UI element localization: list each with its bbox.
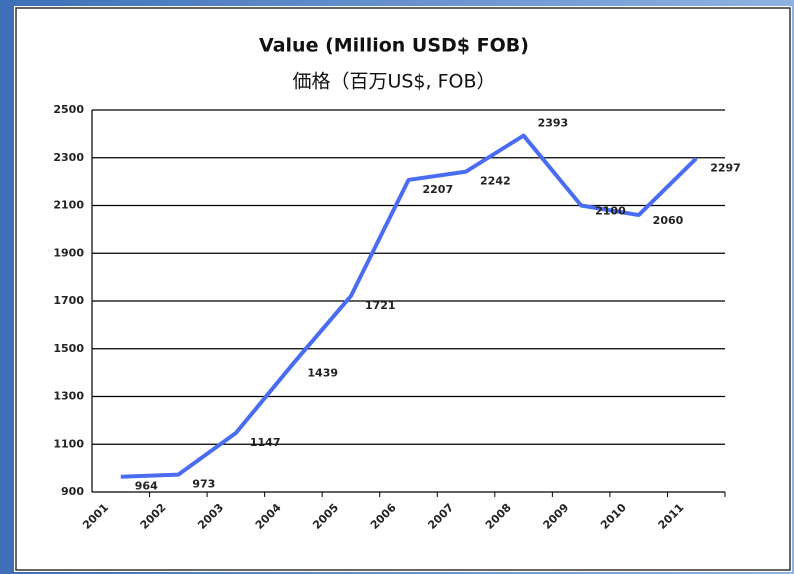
data-label: 2060 xyxy=(653,214,684,227)
chart-border xyxy=(15,7,791,571)
x-tick-label: 2008 xyxy=(483,501,514,532)
y-tick-label: 1300 xyxy=(53,390,84,403)
data-label: 2393 xyxy=(538,117,569,130)
data-label: 1147 xyxy=(250,436,281,449)
y-tick-label: 1900 xyxy=(53,246,84,259)
x-tick-label: 2002 xyxy=(138,501,169,532)
y-tick-label: 1100 xyxy=(53,437,84,450)
x-tick-label: 2007 xyxy=(425,501,456,532)
y-tick-label: 1700 xyxy=(53,294,84,307)
x-tick-label: 2011 xyxy=(656,501,687,532)
data-label: 2207 xyxy=(423,183,454,196)
x-tick-label: 2006 xyxy=(368,501,399,532)
x-tick-label: 2005 xyxy=(310,501,341,532)
chart: Value (Million USD$ FOB) 価格（百万US$, FOB） … xyxy=(14,6,792,572)
y-tick-label: 2100 xyxy=(53,199,84,212)
x-tick-label: 2009 xyxy=(541,501,572,532)
x-tick-label: 2010 xyxy=(598,501,629,532)
chart-subtitle: 価格（百万US$, FOB） xyxy=(292,71,495,93)
x-tick-label: 2004 xyxy=(253,501,284,532)
y-tick-label: 900 xyxy=(61,485,84,498)
x-tick-label: 2003 xyxy=(195,501,226,532)
y-tick-label: 2300 xyxy=(53,151,84,164)
data-label: 2100 xyxy=(595,205,626,218)
data-label: 2242 xyxy=(480,175,511,188)
data-label: 964 xyxy=(135,480,158,493)
y-tick-label: 2500 xyxy=(53,103,84,116)
data-label: 1439 xyxy=(307,366,338,379)
line xyxy=(120,133,698,479)
y-tick-label: 1500 xyxy=(53,342,84,355)
data-label: 973 xyxy=(192,478,215,491)
chart-title: Value (Million USD$ FOB) xyxy=(259,35,529,57)
x-tick-label: 2001 xyxy=(80,501,111,532)
data-label: 2297 xyxy=(710,161,741,174)
data-label: 1721 xyxy=(365,299,396,312)
